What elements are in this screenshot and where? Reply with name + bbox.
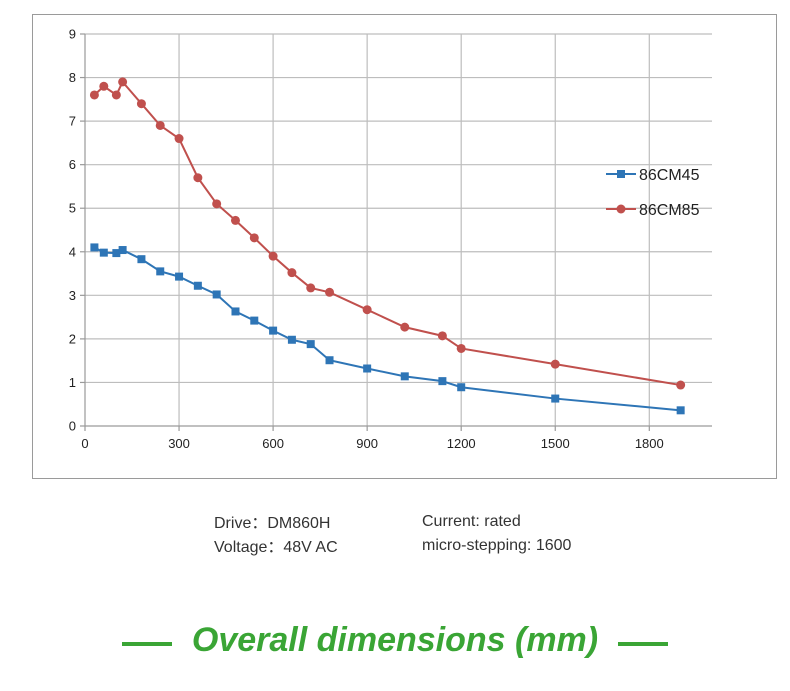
x-tick-label: 0 <box>81 436 88 451</box>
data-point <box>99 248 108 257</box>
x-tick-label: 1800 <box>635 436 664 451</box>
data-point <box>118 77 128 87</box>
data-point <box>287 335 296 344</box>
series-line <box>93 246 681 412</box>
data-point <box>90 243 99 252</box>
series-86CM45 <box>90 243 685 415</box>
y-tick-label: 8 <box>69 70 76 85</box>
data-point <box>400 372 409 381</box>
drive-label: Drive：DM860H <box>214 515 331 532</box>
data-point <box>362 305 372 315</box>
data-point <box>550 359 560 369</box>
legend-item: 86CM45 <box>606 167 700 184</box>
chart-legend: 86CM45 86CM85 <box>606 167 700 219</box>
data-point <box>676 380 686 390</box>
section-header: Overall dimensions (mm) <box>0 618 790 668</box>
tick-labels: 0 1 2 3 4 5 6 7 8 9 0 300 600 900 1200 1500 1800 <box>69 27 664 452</box>
data-point <box>551 394 560 403</box>
legend-item: 86CM85 <box>606 202 700 219</box>
data-point <box>325 356 334 365</box>
series-line <box>93 80 681 387</box>
y-tick-label: 4 <box>69 244 76 259</box>
data-point <box>230 215 240 225</box>
current-label: Current: rated <box>422 513 521 530</box>
data-point <box>363 364 372 373</box>
x-tick-label: 600 <box>262 436 284 451</box>
settings-info: Current: rated micro-stepping: 1600 <box>422 510 571 558</box>
drive-info: Drive：DM860H Voltage：48V AC <box>214 512 338 560</box>
data-point <box>325 287 335 297</box>
x-tick-label: 1500 <box>541 436 570 451</box>
y-tick-label: 3 <box>69 288 76 303</box>
microstepping-label: micro-stepping: 1600 <box>422 537 572 554</box>
chart-frame: 0 1 2 3 4 5 6 7 8 9 0 300 600 900 1200 1500 1800 86CM45 8… <box>32 14 777 479</box>
data-point <box>400 322 410 332</box>
legend-marker <box>617 170 625 178</box>
data-point <box>112 249 121 258</box>
legend-label: 86CM45 <box>639 167 700 184</box>
data-point <box>156 267 165 276</box>
chart-axes <box>80 33 712 431</box>
legend-label: 86CM85 <box>639 202 700 219</box>
right-accent-bar <box>618 642 668 646</box>
y-tick-label: 7 <box>69 114 76 129</box>
left-accent-bar <box>122 642 172 646</box>
data-point <box>306 283 316 293</box>
data-point <box>212 290 221 299</box>
y-tick-label: 5 <box>69 201 76 216</box>
data-point <box>99 81 109 91</box>
y-tick-label: 0 <box>69 419 76 434</box>
chart-series <box>89 77 686 415</box>
data-point <box>89 90 99 100</box>
data-point <box>155 120 165 130</box>
data-point <box>174 134 184 144</box>
legend-marker <box>616 204 626 214</box>
data-point <box>193 281 202 290</box>
data-point <box>456 343 466 353</box>
series-86CM85 <box>89 77 686 390</box>
data-point <box>437 331 447 341</box>
data-point <box>111 90 121 100</box>
x-tick-label: 900 <box>356 436 378 451</box>
x-tick-label: 300 <box>168 436 190 451</box>
data-point <box>193 173 203 183</box>
data-point <box>249 233 259 243</box>
data-point <box>457 383 466 392</box>
y-tick-label: 1 <box>69 375 76 390</box>
x-tick-label: 1200 <box>447 436 476 451</box>
data-point <box>287 268 297 278</box>
y-tick-label: 9 <box>69 27 76 42</box>
data-point <box>137 255 146 264</box>
voltage-label: Voltage：48V AC <box>214 539 338 556</box>
data-point <box>136 99 146 109</box>
chart-grid <box>85 33 712 426</box>
data-point <box>250 316 259 325</box>
data-point <box>438 377 447 386</box>
data-point <box>676 406 685 415</box>
data-point <box>306 340 315 349</box>
data-point <box>212 199 222 209</box>
y-tick-label: 2 <box>69 331 76 346</box>
data-point <box>269 326 278 335</box>
section-title: Overall dimensions (mm) <box>191 621 599 659</box>
data-point <box>175 272 184 281</box>
data-point <box>268 251 278 261</box>
y-tick-label: 6 <box>69 157 76 172</box>
data-point <box>118 246 127 255</box>
data-point <box>231 307 240 316</box>
